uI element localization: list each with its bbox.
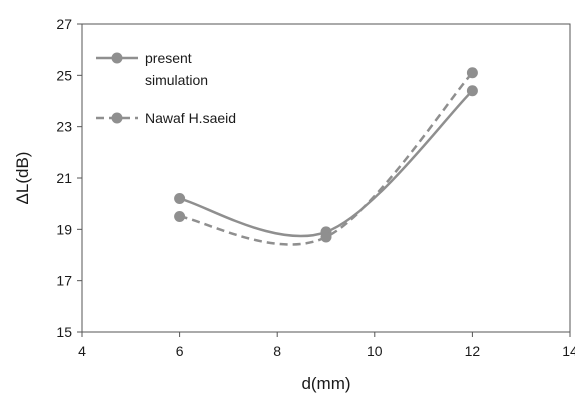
series-2	[174, 67, 478, 246]
x-tick-label: 8	[273, 343, 281, 359]
data-point	[320, 231, 332, 243]
y-axis-title: ΔL(dB)	[13, 152, 32, 205]
y-tick-label: 23	[56, 119, 72, 135]
x-axis-title: d(mm)	[301, 374, 350, 393]
data-point	[174, 211, 186, 222]
legend-swatch-marker	[111, 112, 123, 124]
y-tick-label: 21	[56, 170, 72, 186]
x-axis: 4 6 8 10 12 14	[78, 332, 575, 359]
legend-label: simulation	[145, 72, 208, 88]
x-tick-label: 4	[78, 343, 86, 359]
legend-swatch-marker	[111, 52, 123, 64]
legend-label: Nawaf H.saeid	[145, 110, 236, 126]
x-tick-label: 6	[176, 343, 184, 359]
x-tick-label: 12	[465, 343, 481, 359]
series-1	[174, 85, 478, 238]
data-point	[466, 67, 478, 79]
data-point	[466, 85, 478, 97]
plot-area	[81, 23, 571, 333]
legend-entry-1: present simulation	[96, 50, 208, 88]
legend-label: present	[145, 50, 192, 66]
y-tick-label: 17	[56, 273, 72, 289]
x-tick-label: 14	[562, 343, 575, 359]
series-line	[179, 71, 474, 246]
legend: present simulation Nawaf H.saeid	[96, 50, 236, 126]
y-tick-label: 15	[56, 324, 72, 340]
y-tick-label: 19	[56, 221, 72, 237]
y-tick-label: 25	[56, 67, 72, 83]
series-layer	[174, 67, 478, 246]
legend-entry-2: Nawaf H.saeid	[96, 110, 236, 126]
y-tick-label: 27	[56, 16, 72, 32]
data-point	[174, 193, 186, 205]
plot-frame	[81, 23, 571, 333]
x-tick-label: 10	[367, 343, 383, 359]
y-axis: 15 17 19 21 23 25 27	[56, 16, 82, 340]
